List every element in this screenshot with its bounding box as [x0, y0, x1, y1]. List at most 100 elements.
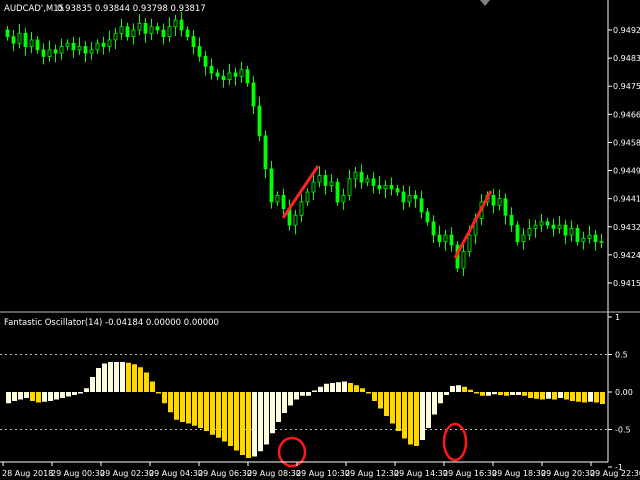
highlight-circle-1[interactable] [277, 436, 307, 468]
candle-body [353, 171, 358, 180]
osc-bar [348, 383, 353, 392]
osc-bar [6, 392, 11, 404]
osc-bar [258, 392, 263, 452]
candle-body [41, 49, 46, 57]
osc-bar [450, 386, 455, 392]
osc-bar [150, 381, 155, 392]
candle [95, 39, 100, 54]
candle [305, 188, 310, 206]
oscillator-pane[interactable]: Fantastic Oscillator(14) -0.04184 0.0000… [0, 318, 608, 468]
candle [119, 18, 124, 40]
osc-tick-label: 0.5 [615, 351, 628, 360]
highlight-circle-2[interactable] [442, 422, 468, 462]
osc-bar [312, 390, 317, 392]
osc-bar [138, 367, 143, 392]
candle-body [299, 201, 304, 216]
candle-body [107, 39, 112, 47]
candle-body [527, 228, 532, 236]
candle [413, 190, 418, 208]
candle [239, 61, 244, 83]
candle [599, 233, 604, 249]
trend-line-2[interactable] [453, 190, 493, 259]
indicator-title: Fantastic Oscillator(14) -0.04184 0.0000… [4, 318, 219, 328]
osc-bar [204, 392, 209, 431]
candle-body [119, 26, 124, 34]
candle [449, 227, 454, 252]
candle-body [491, 194, 496, 206]
candle [353, 166, 358, 189]
candle [149, 18, 154, 40]
osc-bar [216, 392, 221, 438]
symbol-title: AUDCAD',M15 [4, 4, 64, 14]
trend-line-1[interactable] [281, 165, 320, 219]
osc-bar [324, 383, 329, 392]
candle-body [323, 175, 328, 186]
osc-bar [246, 392, 251, 458]
candle-body [29, 39, 34, 47]
time-tick-label: 29 Aug 12:30 [345, 469, 399, 478]
candle-body [329, 181, 334, 186]
candle-body [125, 26, 130, 38]
price-pane[interactable]: AUDCAD',M15 0.93835 0.93844 0.93798 0.93… [4, 0, 604, 277]
price-tick-label: 0.94155 [613, 279, 640, 288]
candle-body [401, 191, 406, 203]
candle [395, 184, 400, 197]
candle [299, 194, 304, 222]
candle-body [383, 185, 388, 190]
candle [275, 191, 280, 206]
price-tick-label: 0.94495 [613, 167, 640, 176]
candle-body [167, 26, 172, 38]
oscillator-axis[interactable]: 1 0.5 0.00 -0.5 -1 [608, 313, 633, 472]
osc-bar [318, 386, 323, 392]
osc-bar [276, 392, 281, 422]
osc-bar [588, 392, 593, 402]
time-tick-label: 29 Aug 16:30 [443, 469, 497, 478]
candle [545, 217, 550, 230]
candle-body [569, 228, 574, 236]
candle-body [35, 39, 40, 51]
candle [377, 176, 382, 195]
osc-bar [66, 392, 71, 397]
candle [185, 26, 190, 41]
osc-bar [54, 392, 59, 400]
oscillator-levels [0, 354, 608, 430]
candle [101, 36, 106, 55]
osc-bar [540, 392, 545, 400]
candle [65, 39, 70, 51]
osc-bar [576, 392, 581, 402]
candle-body [359, 171, 364, 183]
osc-bar [132, 364, 137, 392]
candle-body [503, 198, 508, 216]
candle [347, 169, 352, 201]
candle-body [65, 42, 70, 47]
osc-bar [504, 392, 509, 396]
osc-bar [156, 392, 161, 394]
osc-bar [372, 392, 377, 401]
candle-body [53, 49, 58, 54]
osc-bar [264, 392, 269, 445]
candle-body [539, 221, 544, 226]
candle-body [173, 19, 178, 28]
candle-body [431, 221, 436, 236]
candle [107, 30, 112, 52]
osc-bar [522, 392, 527, 396]
chart-shift-marker-icon[interactable] [480, 0, 490, 6]
osc-bar [564, 392, 569, 400]
candle-body [515, 224, 520, 243]
price-tick-label: 0.94665 [613, 110, 640, 119]
osc-bar [558, 392, 563, 398]
osc-bar [552, 392, 557, 400]
candle [401, 185, 406, 210]
candle [461, 244, 466, 277]
candle [35, 35, 40, 54]
candle [431, 215, 436, 243]
osc-tick-label: -0.5 [615, 426, 631, 435]
candle [341, 188, 346, 210]
candle [47, 40, 52, 62]
candle-body [269, 168, 274, 203]
candle [191, 30, 196, 55]
